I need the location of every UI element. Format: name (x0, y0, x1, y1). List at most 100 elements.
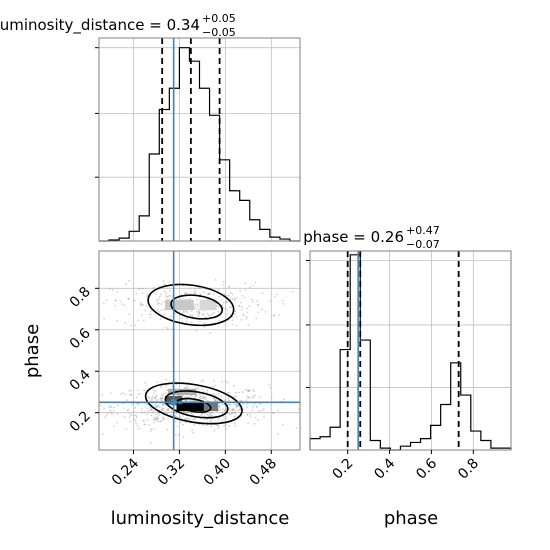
scatter-point (155, 405, 158, 408)
scatter-point (134, 419, 137, 422)
scatter-point (233, 403, 236, 406)
scatter-point (208, 292, 211, 295)
scatter-point (221, 411, 224, 414)
scatter-point (242, 411, 245, 414)
scatter-point (166, 389, 168, 392)
scatter-point (222, 415, 225, 418)
scatter-point (166, 408, 169, 411)
scatter-point (270, 396, 273, 399)
scatter-point (135, 396, 138, 399)
scatter-point (228, 286, 230, 288)
scatter-point (202, 424, 205, 427)
y-axis-label-phase: phase (22, 324, 43, 378)
scatter-point (202, 379, 205, 381)
scatter-point (206, 391, 209, 393)
scatter-point (137, 402, 140, 405)
scatter-point (232, 409, 234, 412)
scatter-point (281, 299, 284, 302)
scatter-point (166, 428, 169, 431)
scatter-point (163, 283, 166, 286)
scatter-point (209, 411, 212, 414)
scatter-point (218, 319, 221, 322)
scatter-point (191, 315, 194, 318)
scatter-point (195, 329, 198, 332)
x-tick-label: 0.24 (109, 455, 142, 488)
scatter-point (204, 397, 207, 399)
scatter-point (166, 412, 169, 415)
scatter-point (185, 410, 188, 413)
scatter-point (274, 295, 277, 298)
scatter-point (211, 313, 214, 316)
scatter-point (228, 403, 231, 406)
scatter-point (263, 415, 265, 418)
scatter-point (194, 303, 197, 306)
scatter-point (227, 412, 230, 414)
scatter-point (112, 425, 115, 428)
scatter-point (248, 389, 251, 392)
scatter-point (198, 320, 201, 323)
scatter-point (201, 397, 204, 399)
scatter-point (163, 418, 166, 421)
scatter-point (196, 305, 199, 308)
scatter-point (186, 311, 189, 314)
scatter-point (203, 396, 206, 399)
scatter-point (272, 411, 274, 414)
scatter-point (145, 413, 148, 416)
scatter-point (283, 398, 286, 401)
density-cell (167, 388, 197, 395)
scatter-point (160, 397, 162, 400)
scatter-point (226, 381, 229, 384)
scatter-point (225, 301, 228, 303)
scatter-point (236, 409, 239, 412)
scatter-point (241, 295, 244, 297)
scatter-point (161, 416, 164, 419)
scatter-point (217, 288, 220, 291)
scatter-point (109, 288, 111, 290)
scatter-point (199, 397, 202, 400)
scatter-point (168, 290, 171, 292)
scatter-point (222, 408, 224, 410)
scatter-point (181, 320, 184, 323)
scatter-point (246, 413, 249, 416)
scatter-point (141, 408, 143, 410)
scatter-point (186, 317, 189, 320)
scatter-point (185, 309, 188, 312)
scatter-point (248, 389, 251, 392)
luminosity-distance-title-minus: −0.05 (202, 26, 236, 39)
scatter-point (168, 294, 171, 297)
scatter-point (181, 415, 184, 417)
scatter-point (197, 308, 200, 311)
scatter-point (141, 411, 143, 413)
scatter-point (231, 412, 233, 415)
scatter-point (204, 398, 207, 401)
scatter-point (208, 413, 211, 415)
scatter-point (231, 411, 234, 414)
scatter-point (161, 399, 163, 402)
scatter-point (128, 394, 131, 396)
scatter-point (225, 301, 228, 304)
scatter-point (116, 413, 119, 416)
x-tick-label: 0.6 (413, 455, 440, 482)
scatter-point (194, 291, 197, 294)
scatter-point (224, 398, 227, 401)
scatter-point (145, 304, 148, 307)
scatter-point (153, 418, 156, 421)
scatter-point (159, 293, 162, 296)
scatter-point (102, 433, 104, 435)
scatter-point (244, 388, 247, 391)
scatter-point (256, 405, 258, 408)
scatter-point (161, 408, 163, 411)
scatter-point (178, 433, 180, 436)
scatter-point (231, 319, 234, 322)
scatter-point (198, 393, 201, 396)
scatter-point (119, 300, 122, 303)
scatter-point (125, 283, 127, 286)
scatter-point (136, 389, 139, 392)
scatter-point (206, 424, 209, 427)
scatter-point (150, 428, 153, 431)
scatter-point (218, 296, 220, 298)
scatter-point (136, 425, 139, 427)
scatter-point (182, 436, 185, 439)
scatter-point (198, 311, 201, 314)
histogram-step-line (99, 47, 300, 242)
